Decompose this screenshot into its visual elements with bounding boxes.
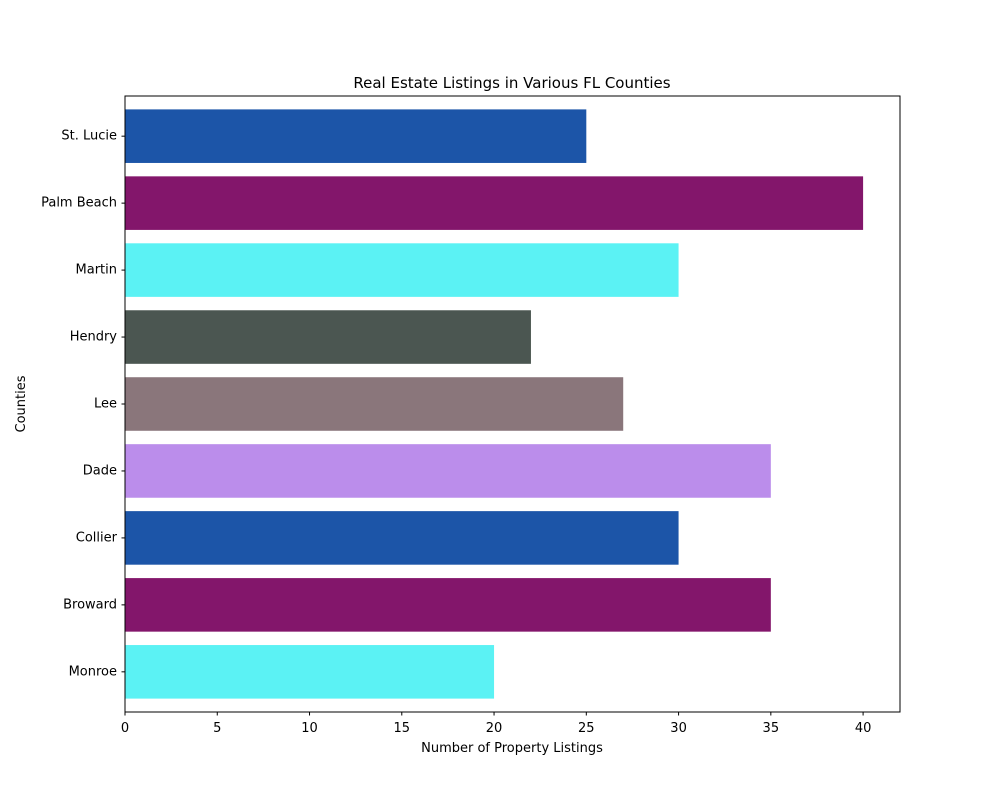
bar-palm-beach (125, 176, 864, 230)
bar-hendry (125, 310, 531, 364)
y-tick-label: Lee (94, 397, 117, 412)
x-tick-label: 25 (578, 721, 595, 736)
x-tick-label: 40 (855, 721, 872, 736)
y-tick-label: Broward (63, 597, 117, 612)
x-axis-label: Number of Property Listings (421, 741, 603, 756)
bar-st-lucie (125, 109, 587, 163)
x-tick-label: 5 (213, 721, 221, 736)
x-tick-label: 20 (486, 721, 503, 736)
x-axis-ticks: 0 5 10 15 20 25 30 35 40 (121, 712, 872, 736)
y-tick-label: Collier (76, 530, 118, 545)
bar-martin (125, 243, 679, 297)
y-tick-label: Martin (76, 263, 117, 278)
y-tick-label: St. Lucie (61, 129, 117, 144)
bar-collier (125, 511, 679, 565)
chart-title: Real Estate Listings in Various FL Count… (353, 74, 670, 92)
y-tick-label: Dade (83, 463, 117, 478)
bar-monroe (125, 645, 495, 699)
y-tick-label: Palm Beach (41, 196, 117, 211)
x-tick-label: 30 (670, 721, 687, 736)
x-tick-label: 0 (121, 721, 129, 736)
x-tick-label: 35 (763, 721, 780, 736)
bar-lee (125, 377, 624, 431)
y-tick-label: Hendry (70, 330, 118, 345)
y-axis-label: Counties (14, 375, 29, 432)
y-tick-label: Monroe (69, 664, 117, 679)
bar-broward (125, 578, 771, 632)
y-axis-ticks: Monroe Broward Collier Dade Lee Hendry Martin P… (41, 129, 125, 679)
bars-layer (125, 109, 864, 699)
x-tick-label: 10 (301, 721, 318, 736)
bar-dade (125, 444, 771, 498)
x-tick-label: 15 (394, 721, 411, 736)
